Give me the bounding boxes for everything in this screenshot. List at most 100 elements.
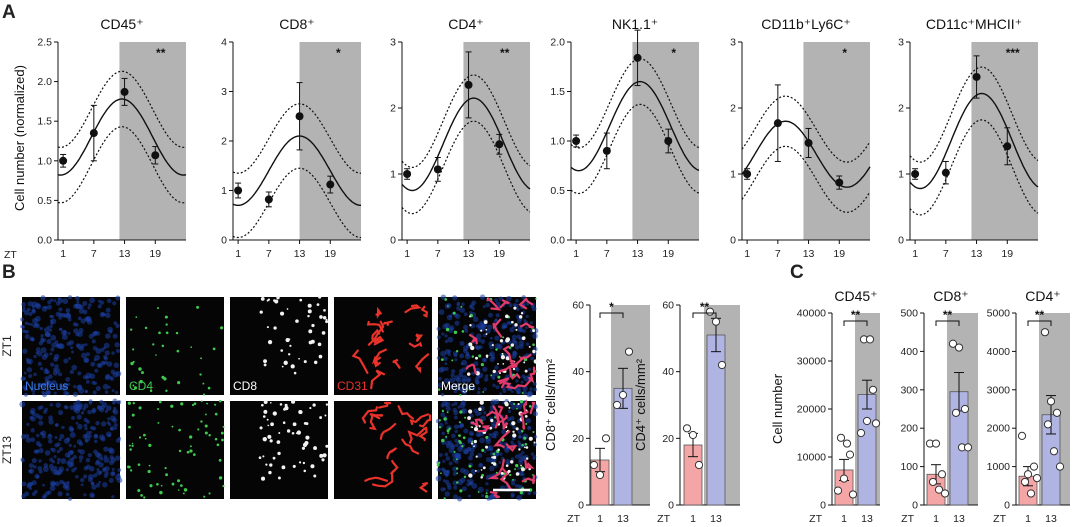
nucleus-speck [482, 366, 488, 372]
nucleus-speck [43, 382, 49, 388]
nucleus-speck [41, 392, 48, 398]
nucleus-speck [50, 324, 54, 328]
cd8-speck [281, 465, 286, 470]
nucleus-speck [469, 413, 474, 418]
cd8-speck [299, 298, 303, 302]
cd8-speck [485, 333, 488, 335]
cd8-speck [498, 372, 502, 375]
data-point [1029, 462, 1039, 471]
nucleus-speck [453, 410, 459, 416]
data-point [612, 400, 622, 410]
y-tick-label: 4 [221, 37, 227, 49]
nucleus-speck [75, 474, 79, 479]
cd31-vessel [515, 378, 533, 389]
nucleus-speck [80, 477, 85, 483]
cd8-speck [325, 320, 329, 324]
micro-tile: Nucleus [20, 295, 122, 398]
cd8-speck [281, 365, 284, 368]
cd8-speck [468, 409, 473, 414]
confidence-lower [57, 126, 187, 204]
nucleus-speck [97, 299, 102, 303]
cd8-speck [303, 360, 307, 364]
nucleus-speck [42, 483, 45, 487]
cd8-speck [272, 456, 276, 460]
micro-tile [230, 399, 329, 499]
cd4-speck [202, 393, 206, 396]
nucleus-speck [96, 470, 102, 476]
nucleus-speck [30, 428, 35, 433]
nucleus-speck [40, 295, 46, 301]
nucleus-speck [104, 350, 110, 356]
x-tick-label: 13 [294, 248, 306, 260]
cd8-speck [473, 439, 478, 444]
cd8-speck [325, 444, 329, 448]
nucleus-speck [113, 321, 118, 325]
nucleus-speck [463, 324, 469, 330]
data-point [972, 72, 981, 81]
y-tick-label: 5000 [987, 308, 1011, 320]
cd31-vessel [373, 335, 385, 346]
x-tick-label: 7 [775, 248, 781, 260]
cd4-speck [180, 484, 183, 487]
cd8-speck [259, 426, 263, 430]
cd8-speck [474, 469, 477, 472]
cd8-speck [290, 364, 295, 369]
nucleus-speck [25, 437, 32, 443]
bar-chart: 0 1000 2000 3000 4000 5000 1 13 ZT ** CD4⁺ [987, 288, 1070, 525]
rhythm-chart-1: CD45⁺ ** 0.0 0.5 1.0 1.5 2.0 2.5 1 7 13 19 [37, 16, 187, 260]
cd8-speck [508, 406, 511, 409]
nucleus-speck [112, 409, 119, 415]
rhythm-chart-4: NK1.1⁺ * 0.0 0.5 1.0 1.5 2.0 1 7 13 19 [550, 16, 700, 260]
nucleus-speck [485, 374, 489, 378]
data-point [856, 428, 866, 438]
cd4-speck [516, 407, 518, 410]
nucleus-speck [109, 376, 113, 380]
cd8-speck [505, 337, 511, 342]
cd4-speck [463, 475, 467, 479]
cd8-speck [298, 357, 300, 360]
cd4-speck [164, 315, 168, 319]
nucleus-speck [514, 454, 520, 459]
data-point [934, 485, 944, 494]
data-point [403, 170, 412, 178]
nucleus-speck [452, 480, 458, 486]
nucleus-speck [93, 358, 97, 362]
nucleus-speck [34, 473, 40, 479]
cd8-speck [528, 345, 531, 348]
cd8-speck [467, 373, 470, 376]
cd8-speck [263, 409, 268, 414]
cd4-speck [453, 330, 458, 335]
nucleus-speck [58, 446, 63, 451]
cd4-speck [157, 407, 160, 410]
cd8-speck [292, 464, 296, 468]
data-point [842, 439, 852, 448]
panel-a-xlabel: ZT [4, 249, 17, 261]
cd4-speck [197, 428, 200, 431]
data-point [937, 470, 947, 479]
nucleus-speck [112, 398, 118, 404]
nucleus-speck [451, 433, 456, 439]
cd31-vessel [486, 297, 502, 311]
nucleus-speck [30, 387, 36, 393]
channel-label: CD8 [233, 379, 257, 393]
cd4-speck [495, 471, 498, 474]
cd4-speck [478, 354, 482, 358]
nucleus-speck [63, 313, 68, 318]
nucleus-speck [516, 390, 521, 395]
nucleus-speck [80, 318, 86, 324]
nucleus-speck [70, 346, 74, 350]
cd4-speck [205, 413, 207, 416]
y-tick-label: 0 [221, 235, 227, 247]
cd4-speck [157, 421, 160, 424]
channel-label: Merge [441, 379, 475, 393]
nucleus-speck [477, 387, 481, 391]
cd4-speck [175, 331, 179, 335]
nucleus-speck [475, 346, 479, 350]
cd4-speck [131, 442, 134, 445]
nucleus-speck [35, 347, 41, 352]
nucleus-speck [525, 314, 529, 319]
nucleus-speck [49, 352, 53, 356]
cd8-speck [262, 455, 265, 458]
cd8-speck [479, 400, 484, 405]
